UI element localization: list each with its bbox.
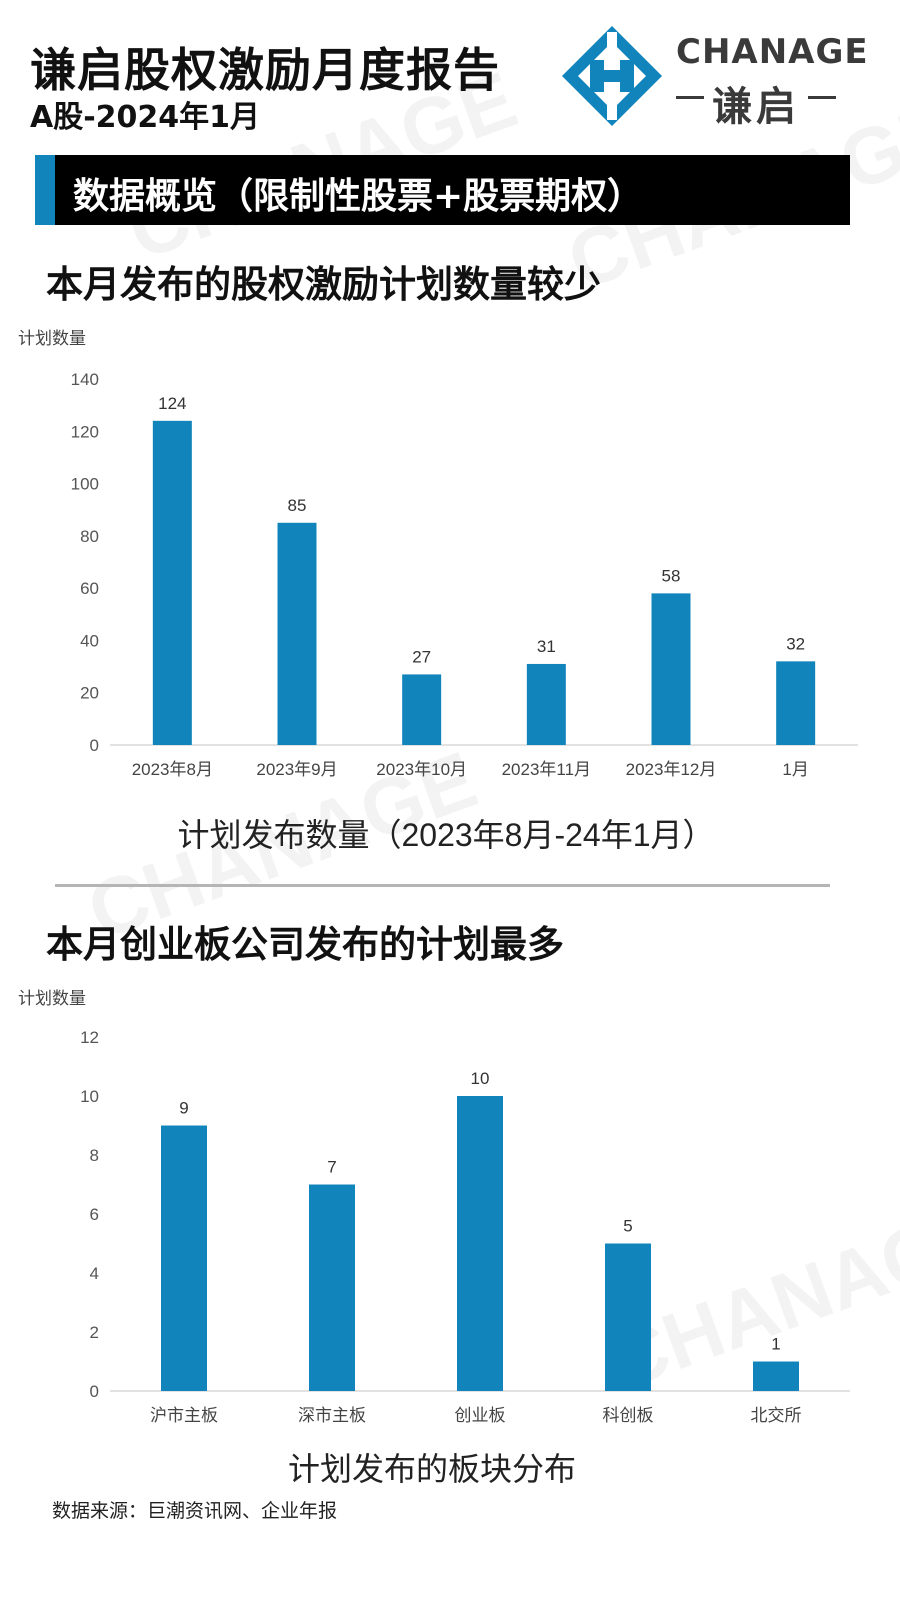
bar [457, 1096, 503, 1391]
chart1-heading: 本月发布的股权激励计划数量较少 [46, 263, 601, 306]
data-label: 10 [471, 1069, 490, 1088]
y-axis-label: 计划数量 [18, 989, 86, 1008]
data-label: 7 [327, 1158, 336, 1177]
bar [309, 1184, 355, 1391]
data-label: 9 [179, 1099, 188, 1118]
y-tick-label: 6 [90, 1205, 99, 1224]
y-tick-label: 2 [90, 1323, 99, 1342]
y-tick-label: 10 [80, 1087, 99, 1106]
y-tick-label: 4 [90, 1264, 99, 1283]
bar [161, 1125, 207, 1391]
data-label: 27 [412, 647, 431, 666]
brand-dash [808, 96, 836, 99]
y-tick-label: 0 [90, 1382, 99, 1401]
y-tick-label: 12 [80, 1028, 99, 1047]
brand-dash [676, 96, 704, 99]
x-tick-label: 2023年12月 [626, 760, 717, 779]
data-label: 31 [537, 637, 556, 656]
monthly-plans-chart: 计划数量 0 20 40 60 80 100 120 140 124 2023年8月 85 2023年9… [18, 329, 858, 853]
bar [776, 661, 816, 745]
banner-accent [35, 155, 55, 225]
data-label: 32 [786, 634, 805, 653]
y-tick-label: 140 [71, 370, 99, 389]
x-tick-label: 2023年11月 [502, 760, 591, 779]
x-tick-label: 创业板 [455, 1406, 506, 1425]
bar [277, 522, 317, 745]
source-note: 数据来源：巨潮资讯网、企业年报 [52, 1500, 338, 1522]
y-tick-label: 100 [71, 475, 99, 494]
y-tick-label: 40 [80, 631, 99, 650]
data-label: 85 [288, 496, 307, 515]
bar [605, 1243, 651, 1391]
chart-caption: 计划发布数量（2023年8月-24年1月） [177, 817, 714, 853]
x-tick-label: 北交所 [751, 1406, 802, 1425]
y-tick-label: 80 [80, 527, 99, 546]
board-distribution-chart: 计划数量 0 2 4 6 8 10 12 9 沪市主板 7 深市主板 10 创业板 5 科创板 1 北交所计划发布… [18, 989, 850, 1487]
x-tick-label: 2023年10月 [376, 760, 467, 779]
x-tick-label: 2023年9月 [256, 760, 337, 779]
page-subtitle: A股-2024年1月 [30, 100, 261, 135]
brand-name-en: CHANAGE [676, 32, 869, 72]
data-label: 124 [158, 394, 186, 413]
chart2-heading: 本月创业板公司发布的计划最多 [46, 923, 564, 966]
brand-name-cn: 谦启 [712, 84, 800, 130]
y-tick-label: 8 [90, 1146, 99, 1165]
y-tick-label: 0 [90, 736, 99, 755]
logo-mark-icon [562, 26, 662, 126]
x-tick-label: 1月 [782, 760, 808, 779]
data-label: 1 [771, 1335, 780, 1354]
section-title: 数据概览（限制性股票+股票期权） [73, 176, 644, 217]
x-tick-label: 2023年8月 [132, 760, 213, 779]
bar [402, 674, 442, 745]
bar [526, 663, 566, 745]
data-label: 5 [623, 1217, 632, 1236]
data-label: 58 [662, 566, 681, 585]
x-tick-label: 深市主板 [298, 1406, 366, 1425]
y-tick-label: 120 [71, 422, 99, 441]
bar [152, 420, 192, 745]
section-banner: 数据概览（限制性股票+股票期权） [35, 155, 850, 225]
bar [753, 1361, 799, 1391]
y-tick-label: 20 [80, 684, 99, 703]
bar [651, 593, 691, 745]
y-tick-label: 60 [80, 579, 99, 598]
brand-logo: CHANAGE 谦启 [560, 22, 868, 132]
x-tick-label: 沪市主板 [150, 1406, 218, 1425]
x-tick-label: 科创板 [603, 1406, 654, 1425]
chart-caption: 计划发布的板块分布 [288, 1451, 576, 1487]
section-divider [55, 884, 830, 887]
y-axis-label: 计划数量 [18, 329, 86, 348]
page-title: 谦启股权激励月度报告 [30, 43, 500, 97]
